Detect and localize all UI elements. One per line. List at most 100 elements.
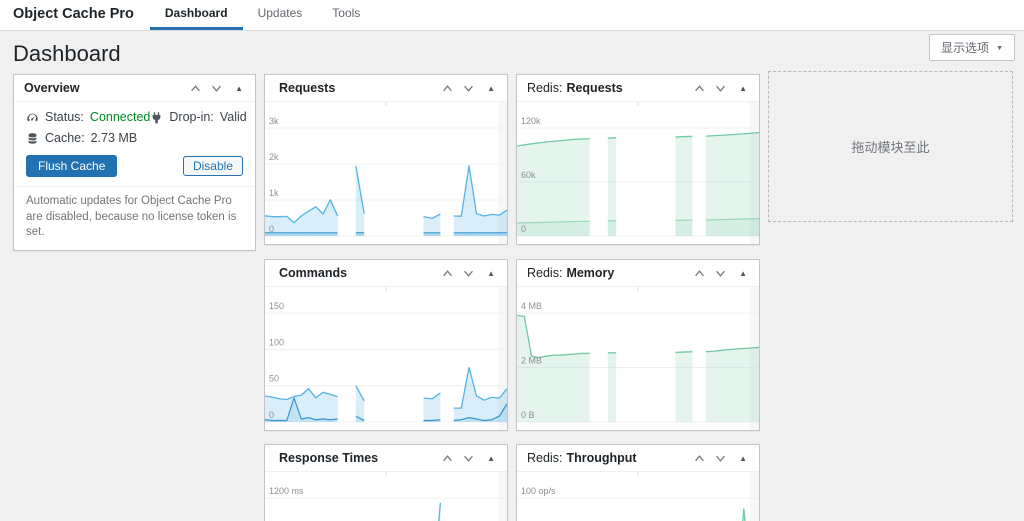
tab-dashboard[interactable]: Dashboard <box>149 0 243 30</box>
chart-canvas-redis-memory: 4 MB 2 MB 0 B <box>517 287 759 430</box>
widget-title: Overview <box>24 81 80 95</box>
disable-button[interactable]: Disable <box>182 156 243 176</box>
tab-updates[interactable]: Updates <box>243 0 318 30</box>
order-up-button[interactable] <box>437 451 458 466</box>
order-down-button[interactable] <box>710 81 731 96</box>
order-down-button[interactable] <box>458 81 479 96</box>
svg-text:2k: 2k <box>269 152 279 162</box>
order-down-button[interactable] <box>710 266 731 281</box>
chart-canvas-redis-throughput: 100 op/s50 op/s0 op/s <box>517 472 759 521</box>
redis-memory-widget-header[interactable]: Redis: Memory ▲ <box>517 260 759 287</box>
svg-text:4 MB: 4 MB <box>521 301 542 311</box>
requests-widget-header[interactable]: Requests ▲ <box>265 75 507 102</box>
chart-canvas-requests: 3k 2k 1k 0 <box>265 102 507 244</box>
order-down-button[interactable] <box>458 451 479 466</box>
collapse-toggle-button[interactable]: ▲ <box>479 82 503 95</box>
order-down-button[interactable] <box>206 81 227 96</box>
widget-title: Commands <box>279 266 348 280</box>
widget-controls: ▲ <box>437 266 503 281</box>
collapse-toggle-button[interactable]: ▲ <box>731 452 755 465</box>
widget-title: Response Times <box>279 451 379 465</box>
status-row: Status: Connected <box>26 110 150 124</box>
svg-text:2 MB: 2 MB <box>521 356 542 366</box>
widget-redis-requests: Redis: Requests ▲ 120k 60k 0 <box>516 74 760 245</box>
chevron-down-icon: ▼ <box>996 45 1003 52</box>
widget-redis-memory: Redis: Memory ▲ 4 MB 2 MB 0 B <box>516 259 760 431</box>
order-up-button[interactable] <box>689 451 710 466</box>
collapse-toggle-button[interactable]: ▲ <box>479 452 503 465</box>
plug-icon <box>150 111 163 124</box>
widget-title: Redis: Throughput <box>527 451 637 465</box>
order-up-button[interactable] <box>437 266 458 281</box>
commands-widget-header[interactable]: Commands ▲ <box>265 260 507 287</box>
svg-text:3k: 3k <box>269 116 279 126</box>
svg-text:150: 150 <box>269 301 284 311</box>
svg-text:1200 ms: 1200 ms <box>269 486 304 496</box>
svg-text:1k: 1k <box>269 188 279 198</box>
widget-controls: ▲ <box>437 81 503 96</box>
top-navigation-bar: Object Cache Pro Dashboard Updates Tools <box>0 0 1024 31</box>
svg-text:0: 0 <box>269 224 274 234</box>
svg-text:100 op/s: 100 op/s <box>521 486 556 496</box>
collapse-toggle-button[interactable]: ▲ <box>479 267 503 280</box>
order-down-button[interactable] <box>710 451 731 466</box>
tab-tools[interactable]: Tools <box>317 0 375 30</box>
order-down-button[interactable] <box>458 266 479 281</box>
app-title: Object Cache Pro <box>13 6 134 22</box>
database-icon <box>26 132 39 145</box>
drop-zone-label: 拖动模块至此 <box>851 140 930 155</box>
widget-redis-throughput: Redis:Throughput ▲ 100 op/s50 op/s0 op/s <box>516 444 760 521</box>
dropin-label: Drop-in: <box>169 110 214 124</box>
widget-controls: ▲ <box>689 451 755 466</box>
status-label: Status: <box>45 110 84 124</box>
dropin-row: Drop-in: Valid <box>150 110 247 124</box>
nav-tabs: Dashboard Updates Tools <box>149 0 375 30</box>
widget-controls: ▲ <box>437 451 503 466</box>
collapse-toggle-button[interactable]: ▲ <box>731 267 755 280</box>
screen-options-label: 显示选项 <box>941 41 990 55</box>
order-up-button[interactable] <box>437 81 458 96</box>
widget-overview: Overview ▲ Status: Connected <box>13 74 256 251</box>
widget-title: Requests <box>279 81 336 95</box>
order-up-button[interactable] <box>689 81 710 96</box>
widget-response-times: Response Times ▲ 1200 ms600 ms0 ms <box>264 444 508 521</box>
svg-text:0: 0 <box>521 224 526 234</box>
svg-text:60k: 60k <box>521 170 536 180</box>
collapse-toggle-button[interactable]: ▲ <box>731 82 755 95</box>
cache-row: Cache: 2.73 MB <box>26 131 150 145</box>
license-notice: Automatic updates for Object Cache Pro a… <box>14 186 255 250</box>
redis-requests-widget-header[interactable]: Redis: Requests ▲ <box>517 75 759 102</box>
widget-controls: ▲ <box>689 266 755 281</box>
svg-text:0 B: 0 B <box>521 410 534 420</box>
widget-requests: Requests ▲ 3k 2k 1k 0 <box>264 74 508 245</box>
overview-body: Status: Connected Drop-in: Valid Cache: … <box>14 102 255 186</box>
svg-text:120k: 120k <box>521 116 541 126</box>
gauge-icon <box>26 111 39 124</box>
svg-text:50: 50 <box>269 374 279 384</box>
order-up-button[interactable] <box>689 266 710 281</box>
widget-controls: ▲ <box>689 81 755 96</box>
collapse-toggle-button[interactable]: ▲ <box>227 82 251 95</box>
widget-title: Redis: Memory <box>527 266 615 280</box>
overview-widget-header[interactable]: Overview ▲ <box>14 75 255 102</box>
status-value: Connected <box>89 110 151 124</box>
widget-title: Redis: Requests <box>527 81 623 95</box>
widget-drop-zone[interactable]: 拖动模块至此 <box>768 71 1013 222</box>
response-times-widget-header[interactable]: Response Times ▲ <box>265 445 507 472</box>
chart-canvas-commands: 150 100 50 0 <box>265 287 507 430</box>
chart-canvas-response-times: 1200 ms600 ms0 ms <box>265 472 507 521</box>
screen-options-button[interactable]: 显示选项 ▼ <box>929 34 1015 61</box>
flush-cache-button[interactable]: Flush Cache <box>26 155 118 177</box>
order-up-button[interactable] <box>185 81 206 96</box>
page-title: Dashboard <box>13 41 121 66</box>
redis-throughput-widget-header[interactable]: Redis: Throughput ▲ <box>517 445 759 472</box>
svg-text:100: 100 <box>269 337 284 347</box>
cache-value: 2.73 MB <box>90 131 138 145</box>
chart-canvas-redis-requests: 120k 60k 0 <box>517 102 759 244</box>
svg-text:0: 0 <box>269 410 274 420</box>
dropin-value: Valid <box>219 110 247 124</box>
widget-commands: Commands ▲ 150 100 50 0 <box>264 259 508 431</box>
cache-label: Cache: <box>45 131 85 145</box>
widget-controls: ▲ <box>185 81 251 96</box>
